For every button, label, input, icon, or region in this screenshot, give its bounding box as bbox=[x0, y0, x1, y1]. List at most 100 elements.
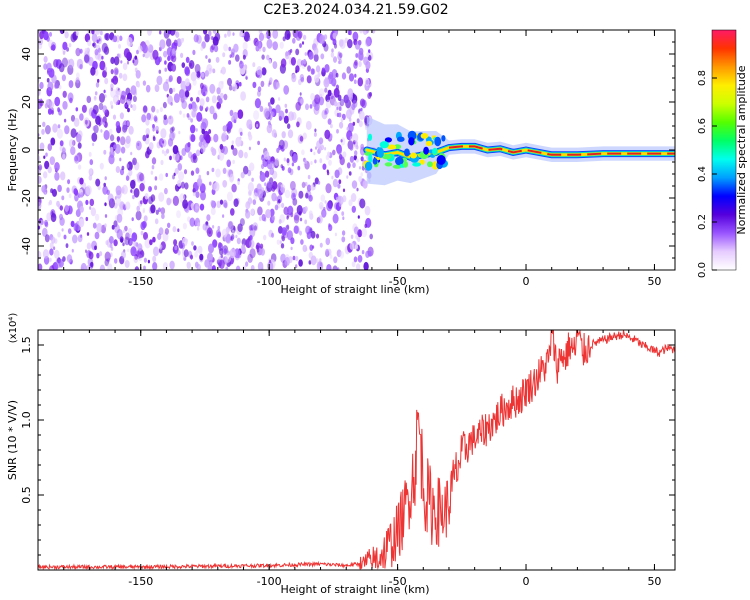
x-tick-label: -150 bbox=[128, 275, 153, 288]
noise-point bbox=[346, 162, 351, 169]
noise-point bbox=[75, 76, 80, 84]
noise-point bbox=[159, 244, 163, 250]
noise-point bbox=[143, 232, 148, 240]
noise-point bbox=[239, 31, 243, 37]
noise-point bbox=[290, 237, 295, 245]
noise-point bbox=[209, 105, 215, 115]
noise-point bbox=[249, 248, 256, 259]
noise-point bbox=[205, 91, 208, 95]
noise-point bbox=[104, 214, 108, 218]
noise-point bbox=[296, 121, 300, 128]
noise-point bbox=[130, 189, 133, 193]
noise-point bbox=[174, 152, 180, 162]
noise-point bbox=[145, 128, 150, 136]
noise-point bbox=[236, 237, 241, 245]
noise-point bbox=[176, 76, 182, 84]
noise-point bbox=[325, 183, 332, 194]
noise-point bbox=[162, 81, 170, 92]
noise-point bbox=[199, 134, 205, 143]
noise-point bbox=[295, 255, 299, 262]
noise-point bbox=[157, 233, 162, 240]
noise-point bbox=[298, 190, 304, 199]
noise-point bbox=[190, 124, 196, 134]
noise-point bbox=[225, 266, 229, 270]
noise-point bbox=[58, 63, 65, 73]
noise-point bbox=[184, 78, 190, 87]
noise-point bbox=[287, 167, 292, 174]
noise-point bbox=[304, 206, 308, 212]
noise-point bbox=[116, 229, 123, 240]
noise-point bbox=[257, 86, 262, 93]
noise-point bbox=[189, 62, 192, 67]
signal-blob bbox=[404, 148, 410, 157]
noise-point bbox=[200, 71, 206, 80]
noise-point bbox=[43, 155, 46, 159]
noise-point bbox=[184, 90, 190, 98]
noise-point bbox=[94, 91, 98, 96]
noise-point bbox=[103, 66, 108, 72]
noise-point bbox=[196, 178, 203, 187]
noise-point bbox=[257, 206, 263, 216]
noise-point bbox=[324, 200, 327, 204]
noise-point bbox=[162, 262, 168, 270]
noise-point bbox=[274, 158, 280, 167]
noise-point bbox=[195, 167, 200, 174]
noise-point bbox=[92, 222, 97, 229]
noise-point bbox=[358, 110, 365, 121]
noise-point bbox=[276, 239, 281, 245]
noise-point bbox=[233, 43, 239, 53]
noise-point bbox=[283, 157, 286, 162]
noise-point bbox=[104, 223, 107, 228]
noise-point bbox=[352, 99, 358, 108]
noise-point bbox=[60, 171, 66, 181]
noise-point bbox=[197, 245, 203, 254]
noise-point bbox=[105, 32, 110, 41]
noise-point bbox=[85, 185, 92, 196]
noise-point bbox=[91, 33, 98, 43]
noise-point bbox=[365, 37, 371, 47]
noise-point bbox=[55, 59, 59, 64]
noise-point bbox=[41, 128, 45, 135]
noise-point bbox=[238, 149, 244, 159]
noise-point bbox=[182, 113, 186, 118]
noise-point bbox=[296, 58, 302, 68]
noise-point bbox=[200, 46, 204, 52]
noise-point bbox=[305, 120, 312, 130]
noise-point bbox=[142, 53, 145, 58]
noise-point bbox=[127, 228, 133, 235]
noise-point bbox=[46, 78, 50, 83]
noise-point bbox=[314, 128, 317, 133]
noise-point bbox=[227, 77, 232, 86]
noise-point bbox=[353, 226, 359, 235]
noise-point bbox=[114, 258, 118, 264]
noise-point bbox=[263, 108, 270, 119]
noise-point bbox=[265, 209, 271, 219]
noise-point bbox=[348, 117, 352, 122]
noise-point bbox=[365, 79, 369, 85]
noise-point bbox=[162, 101, 167, 109]
noise-point bbox=[118, 89, 122, 96]
noise-point bbox=[154, 84, 160, 93]
noise-scatter bbox=[38, 30, 376, 270]
noise-point bbox=[222, 125, 227, 132]
noise-point bbox=[132, 104, 137, 111]
noise-point bbox=[225, 252, 232, 263]
noise-point bbox=[327, 118, 332, 125]
noise-point bbox=[227, 220, 234, 231]
noise-point bbox=[122, 203, 127, 210]
snr-y-ticks: 0.5 1.0 1.5 bbox=[20, 336, 675, 556]
noise-point bbox=[245, 238, 252, 249]
noise-point bbox=[44, 219, 48, 227]
noise-point bbox=[217, 231, 222, 238]
noise-point bbox=[100, 64, 104, 70]
noise-point bbox=[98, 38, 101, 42]
signal-blob bbox=[420, 133, 429, 139]
noise-point bbox=[261, 214, 266, 222]
noise-point bbox=[147, 30, 152, 36]
noise-point bbox=[151, 157, 157, 165]
noise-point bbox=[263, 33, 267, 39]
noise-point bbox=[333, 56, 337, 63]
noise-point bbox=[110, 246, 114, 251]
noise-point bbox=[68, 80, 74, 89]
noise-point bbox=[173, 239, 178, 246]
